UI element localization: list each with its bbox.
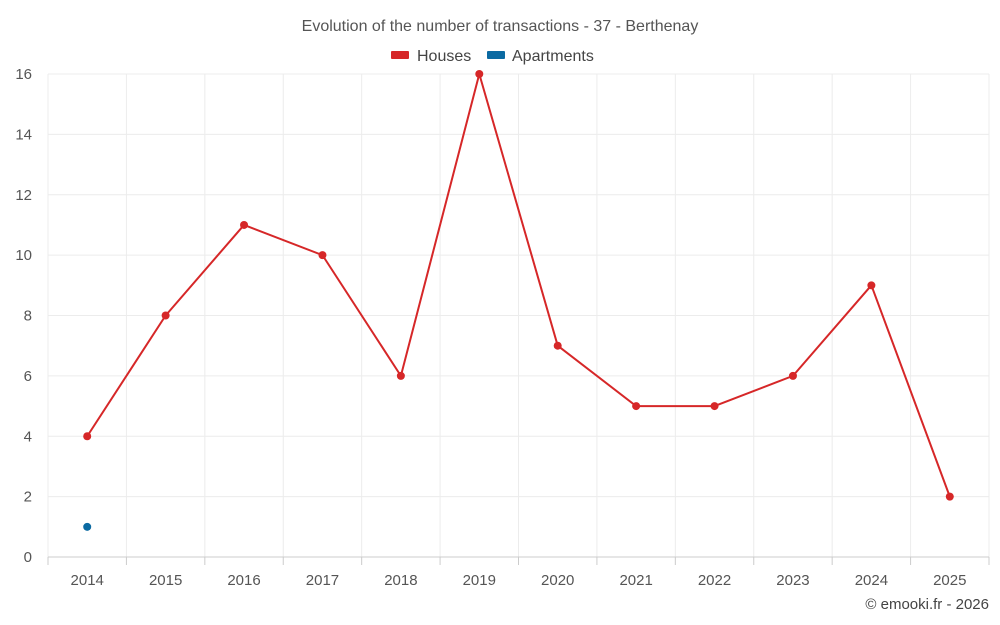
x-tick-label: 2022 [698, 572, 731, 589]
chart-title: Evolution of the number of transactions … [302, 18, 699, 35]
x-tick-label: 2016 [227, 572, 260, 589]
y-tick-label: 6 [24, 368, 32, 385]
y-axis-ticks: 0 2 4 6 8 10 12 14 16 [15, 66, 32, 566]
data-point-houses[interactable] [710, 402, 719, 411]
data-point-houses[interactable] [945, 492, 954, 501]
x-tick-label: 2017 [306, 572, 339, 589]
x-tick-label: 2019 [463, 572, 496, 589]
series-points [83, 70, 954, 531]
legend: Houses Apartments [391, 48, 594, 65]
y-tick-label: 4 [24, 428, 32, 445]
x-tick-label: 2020 [541, 572, 574, 589]
credit-text: © emooki.fr - 2026 [865, 596, 989, 613]
series-lines [86, 73, 951, 497]
legend-item-apartments[interactable]: Apartments [487, 48, 594, 65]
data-point-houses[interactable] [83, 432, 92, 441]
x-tick-label: 2018 [384, 572, 417, 589]
x-tick-label: 2014 [71, 572, 104, 589]
y-tick-label: 14 [15, 126, 32, 143]
series-line-houses [86, 73, 951, 497]
y-tick-label: 10 [15, 247, 32, 264]
x-axis-ticks: 2014 2015 2016 2017 2018 2019 2020 2021 2022 2023… [47, 557, 990, 589]
data-point-houses[interactable] [396, 371, 405, 380]
data-point-houses[interactable] [240, 220, 249, 229]
data-point-apartments[interactable] [83, 522, 92, 531]
data-point-houses[interactable] [788, 371, 797, 380]
y-tick-label: 16 [15, 66, 32, 83]
x-tick-label: 2024 [855, 572, 888, 589]
data-point-houses[interactable] [161, 311, 170, 320]
data-point-houses[interactable] [475, 70, 484, 78]
y-tick-label: 12 [15, 187, 32, 204]
legend-swatch-houses [391, 51, 409, 59]
legend-label-apartments: Apartments [512, 48, 594, 65]
x-tick-label: 2021 [619, 572, 652, 589]
y-tick-label: 0 [24, 549, 32, 566]
data-point-houses[interactable] [867, 281, 876, 290]
legend-item-houses[interactable]: Houses [391, 48, 471, 65]
x-tick-label: 2025 [933, 572, 966, 589]
legend-swatch-apartments [487, 51, 505, 59]
data-point-houses[interactable] [553, 341, 562, 350]
x-tick-label: 2023 [776, 572, 809, 589]
y-tick-label: 8 [24, 308, 32, 325]
data-point-houses[interactable] [318, 251, 327, 260]
x-tick-label: 2015 [149, 572, 182, 589]
legend-label-houses: Houses [417, 48, 471, 65]
data-point-houses[interactable] [632, 402, 641, 411]
gridlines [47, 73, 990, 558]
y-tick-label: 2 [24, 489, 32, 506]
